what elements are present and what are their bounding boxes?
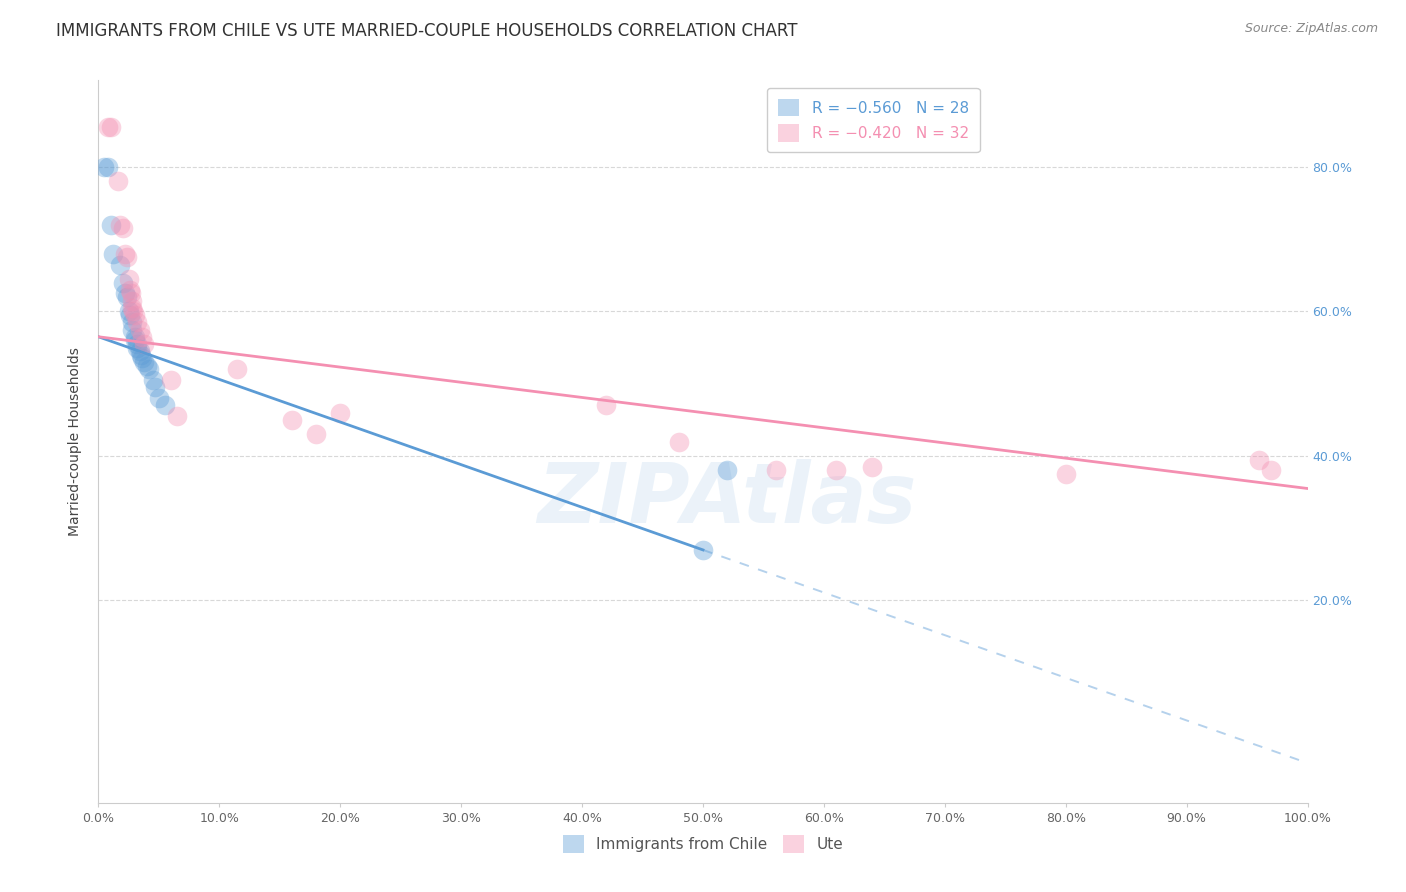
Point [107, 174, 129, 188]
Point [100, 218, 122, 232]
Point [117, 290, 139, 304]
Point [117, 250, 139, 264]
Legend: Immigrants from Chile, Ute: Immigrants from Chile, Ute [555, 827, 851, 860]
Point [118, 283, 141, 297]
Point [138, 362, 160, 376]
Point [128, 344, 150, 359]
Point [716, 463, 738, 477]
Point [329, 406, 352, 420]
Point [142, 373, 165, 387]
Point [595, 398, 617, 412]
Point [668, 434, 690, 449]
Point [108, 218, 131, 232]
Point [97, 160, 120, 174]
Point [128, 322, 150, 336]
Point [124, 334, 146, 348]
Point [860, 459, 883, 474]
Text: ZIPAtlas: ZIPAtlas [537, 458, 917, 540]
Point [825, 463, 848, 477]
Point [134, 355, 156, 369]
Point [127, 337, 149, 351]
Point [121, 301, 143, 315]
Point [134, 337, 156, 351]
Point [166, 409, 188, 424]
Text: Source: ZipAtlas.com: Source: ZipAtlas.com [1244, 22, 1378, 36]
Point [100, 120, 122, 135]
Point [97, 120, 120, 135]
Point [692, 542, 714, 557]
Point [93, 160, 115, 174]
Point [124, 308, 146, 322]
Point [101, 246, 124, 260]
Point [131, 351, 153, 366]
Point [131, 330, 153, 344]
Point [111, 276, 134, 290]
Point [135, 359, 157, 373]
Point [127, 315, 149, 329]
Point [118, 308, 141, 322]
Point [127, 341, 149, 355]
Point [148, 391, 170, 405]
Point [765, 463, 787, 477]
Point [153, 398, 176, 412]
Point [120, 286, 142, 301]
Point [281, 413, 304, 427]
Y-axis label: Married-couple Households: Married-couple Households [69, 347, 83, 536]
Text: IMMIGRANTS FROM CHILE VS UTE MARRIED-COUPLE HOUSEHOLDS CORRELATION CHART: IMMIGRANTS FROM CHILE VS UTE MARRIED-COU… [56, 22, 797, 40]
Point [111, 221, 134, 235]
Point [1260, 463, 1282, 477]
Point [121, 322, 143, 336]
Point [160, 373, 183, 387]
Point [226, 362, 249, 376]
Point [114, 286, 136, 301]
Point [121, 315, 143, 329]
Point [114, 246, 136, 260]
Point [1054, 467, 1077, 481]
Point [129, 348, 152, 362]
Point [121, 293, 143, 308]
Point [118, 272, 141, 286]
Point [118, 304, 141, 318]
Point [122, 304, 145, 318]
Point [1249, 452, 1271, 467]
Point [305, 427, 328, 442]
Point [143, 380, 166, 394]
Point [124, 330, 146, 344]
Point [108, 258, 131, 272]
